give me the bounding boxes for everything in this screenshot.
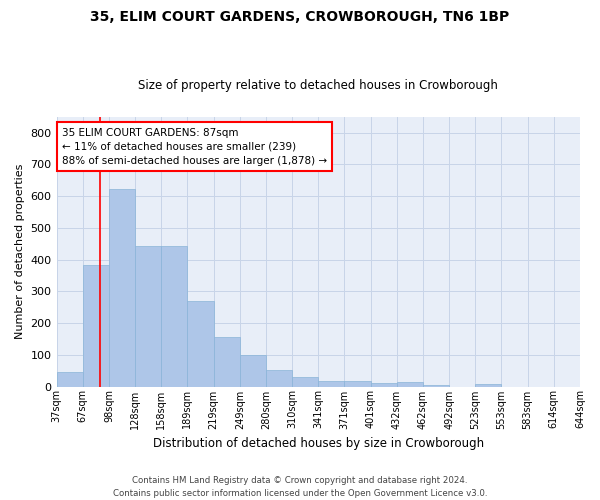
Text: 35, ELIM COURT GARDENS, CROWBOROUGH, TN6 1BP: 35, ELIM COURT GARDENS, CROWBOROUGH, TN6…: [91, 10, 509, 24]
Bar: [109, 189, 135, 386]
Bar: [475, 384, 502, 386]
Text: 35 ELIM COURT GARDENS: 87sqm
← 11% of detached houses are smaller (239)
88% of s: 35 ELIM COURT GARDENS: 87sqm ← 11% of de…: [62, 128, 327, 166]
X-axis label: Distribution of detached houses by size in Crowborough: Distribution of detached houses by size …: [153, 437, 484, 450]
Text: Contains HM Land Registry data © Crown copyright and database right 2024.
Contai: Contains HM Land Registry data © Crown c…: [113, 476, 487, 498]
Bar: [214, 338, 240, 386]
Bar: [344, 381, 371, 386]
Bar: [318, 381, 344, 386]
Bar: [187, 302, 214, 386]
Bar: [56, 372, 83, 386]
Y-axis label: Number of detached properties: Number of detached properties: [15, 164, 25, 340]
Bar: [83, 265, 109, 386]
Bar: [397, 382, 423, 386]
Bar: [135, 246, 161, 386]
Bar: [266, 370, 292, 386]
Title: Size of property relative to detached houses in Crowborough: Size of property relative to detached ho…: [139, 79, 498, 92]
Bar: [161, 246, 187, 386]
Bar: [423, 384, 449, 386]
Bar: [292, 378, 318, 386]
Bar: [240, 356, 266, 386]
Bar: [371, 384, 397, 386]
